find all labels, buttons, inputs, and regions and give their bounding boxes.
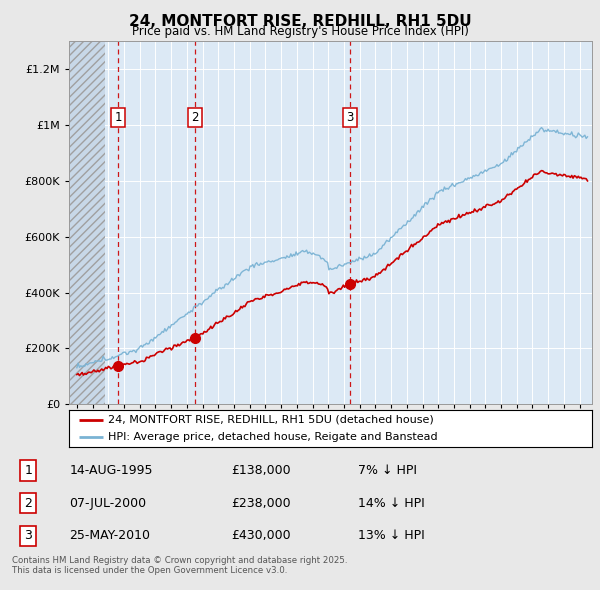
Text: 14-AUG-1995: 14-AUG-1995 <box>70 464 153 477</box>
Text: £238,000: £238,000 <box>231 497 290 510</box>
Text: 24, MONTFORT RISE, REDHILL, RH1 5DU: 24, MONTFORT RISE, REDHILL, RH1 5DU <box>128 14 472 28</box>
Text: 1: 1 <box>24 464 32 477</box>
Text: 14% ↓ HPI: 14% ↓ HPI <box>358 497 424 510</box>
Text: £430,000: £430,000 <box>231 529 290 542</box>
Text: 24, MONTFORT RISE, REDHILL, RH1 5DU (detached house): 24, MONTFORT RISE, REDHILL, RH1 5DU (det… <box>108 415 434 425</box>
Text: 7% ↓ HPI: 7% ↓ HPI <box>358 464 416 477</box>
Text: 07-JUL-2000: 07-JUL-2000 <box>70 497 147 510</box>
Text: 3: 3 <box>24 529 32 542</box>
Text: 25-MAY-2010: 25-MAY-2010 <box>70 529 151 542</box>
Text: 1: 1 <box>114 111 122 124</box>
Text: Contains HM Land Registry data © Crown copyright and database right 2025.
This d: Contains HM Land Registry data © Crown c… <box>12 556 347 575</box>
Text: 3: 3 <box>347 111 354 124</box>
Bar <box>69 41 105 404</box>
Text: 13% ↓ HPI: 13% ↓ HPI <box>358 529 424 542</box>
Text: £138,000: £138,000 <box>231 464 290 477</box>
Text: Price paid vs. HM Land Registry's House Price Index (HPI): Price paid vs. HM Land Registry's House … <box>131 25 469 38</box>
Text: HPI: Average price, detached house, Reigate and Banstead: HPI: Average price, detached house, Reig… <box>108 432 438 442</box>
Text: 2: 2 <box>24 497 32 510</box>
Text: 2: 2 <box>191 111 199 124</box>
